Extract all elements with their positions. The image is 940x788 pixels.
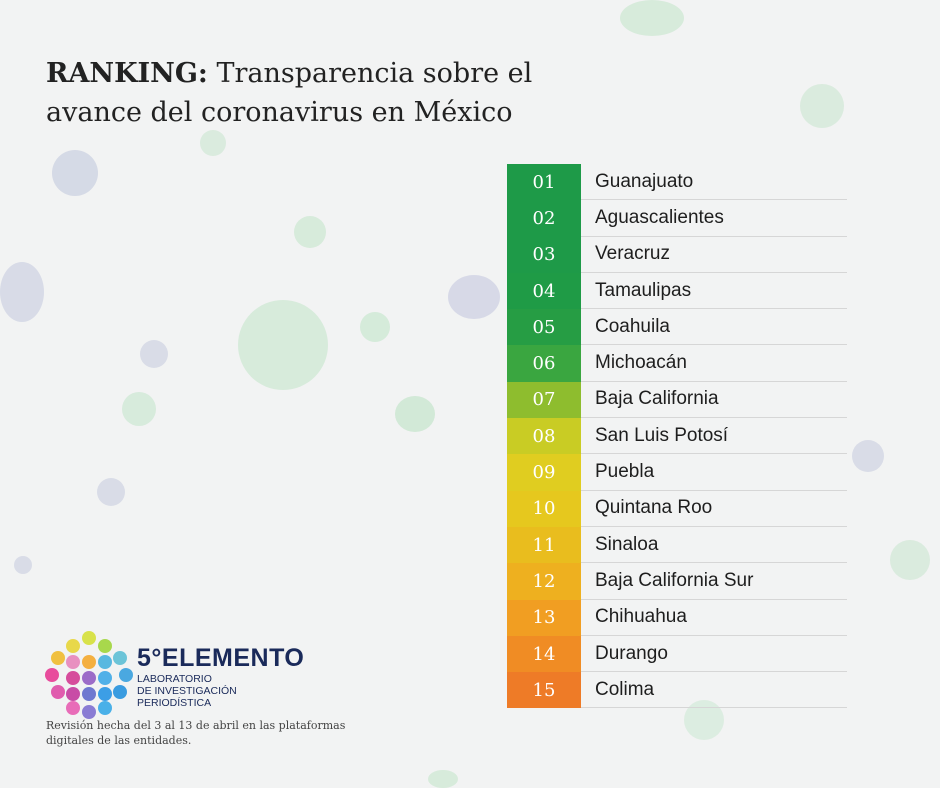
page-title: RANKING: Transparencia sobre el avance d… [46, 54, 606, 132]
background-blob [14, 556, 32, 574]
title-bold: RANKING: [46, 58, 208, 89]
ranking-row: 15 Colima [507, 672, 847, 709]
ranking-list: 01 Guanajuato 02 Aguascalientes 03 Veracruz 04… [507, 164, 847, 709]
ranking-state: Colima [581, 672, 847, 709]
background-blob [97, 478, 125, 506]
background-blob [448, 275, 500, 319]
brand-subtitle-3: PERIODÍSTICA [137, 697, 212, 709]
ranking-state: Sinaloa [581, 527, 847, 564]
ranking-row: 09 Puebla [507, 454, 847, 491]
background-blob [428, 770, 458, 788]
ranking-state: Baja California [581, 382, 847, 419]
ranking-row: 01 Guanajuato [507, 164, 847, 201]
ranking-row: 06 Michoacán [507, 345, 847, 382]
ranking-row: 13 Chihuahua [507, 599, 847, 636]
background-blob [140, 340, 168, 368]
ranking-row: 02 Aguascalientes [507, 200, 847, 237]
ranking-row: 11 Sinaloa [507, 526, 847, 564]
background-blob [800, 84, 844, 128]
ranking-number: 10 [507, 490, 581, 527]
ranking-number: 02 [507, 200, 581, 237]
ranking-state: Chihuahua [581, 600, 847, 636]
ranking-number: 13 [507, 599, 581, 636]
brand-subtitle-2: DE INVESTIGACIÓN [137, 685, 237, 697]
background-blob [122, 392, 156, 426]
ranking-state: Puebla [581, 454, 847, 491]
ranking-number: 01 [507, 164, 581, 201]
ranking-state: Michoacán [581, 345, 847, 382]
ranking-state: Baja California Sur [581, 563, 847, 600]
ranking-number: 12 [507, 563, 581, 600]
ranking-number: 09 [507, 454, 581, 491]
ranking-row: 04 Tamaulipas [507, 272, 847, 310]
ranking-row: 03 Veracruz [507, 236, 847, 273]
brand-name: 5°ELEMENTO [137, 644, 305, 672]
ranking-number: 15 [507, 672, 581, 709]
background-blob [620, 0, 684, 36]
background-blob [852, 440, 884, 472]
ranking-row: 08 San Luis Potosí [507, 418, 847, 455]
ranking-state: Guanajuato [581, 164, 847, 201]
elemento-logo-icon [45, 631, 133, 719]
background-blob [294, 216, 326, 248]
brand: 5°ELEMENTO LABORATORIO DE INVESTIGACIÓN … [137, 644, 304, 709]
ranking-state: Veracruz [581, 237, 847, 273]
ranking-state: Aguascalientes [581, 200, 847, 237]
background-blob [238, 300, 328, 390]
ranking-number: 03 [507, 236, 581, 273]
background-blob [200, 130, 226, 156]
ranking-row: 07 Baja California [507, 381, 847, 419]
ranking-number: 05 [507, 309, 581, 346]
background-blob [684, 700, 724, 740]
ranking-number: 07 [507, 381, 581, 419]
background-blob [395, 396, 435, 432]
title-text: Transparencia sobre el avance del corona… [46, 58, 533, 128]
background-blob [360, 312, 390, 342]
ranking-state: Tamaulipas [581, 273, 847, 310]
ranking-state: San Luis Potosí [581, 418, 847, 455]
footnote: Revisión hecha del 3 al 13 de abril en l… [46, 719, 346, 747]
ranking-number: 14 [507, 635, 581, 673]
ranking-row: 14 Durango [507, 635, 847, 673]
ranking-state: Coahuila [581, 309, 847, 346]
ranking-row: 10 Quintana Roo [507, 490, 847, 527]
background-blob [0, 262, 44, 322]
ranking-number: 04 [507, 272, 581, 310]
ranking-row: 05 Coahuila [507, 309, 847, 346]
ranking-state: Quintana Roo [581, 491, 847, 527]
background-blob [890, 540, 930, 580]
ranking-row: 12 Baja California Sur [507, 563, 847, 600]
background-blob [52, 150, 98, 196]
ranking-number: 06 [507, 345, 581, 382]
ranking-number: 08 [507, 418, 581, 455]
ranking-state: Durango [581, 636, 847, 673]
ranking-number: 11 [507, 526, 581, 564]
brand-subtitle-1: LABORATORIO [137, 673, 212, 685]
